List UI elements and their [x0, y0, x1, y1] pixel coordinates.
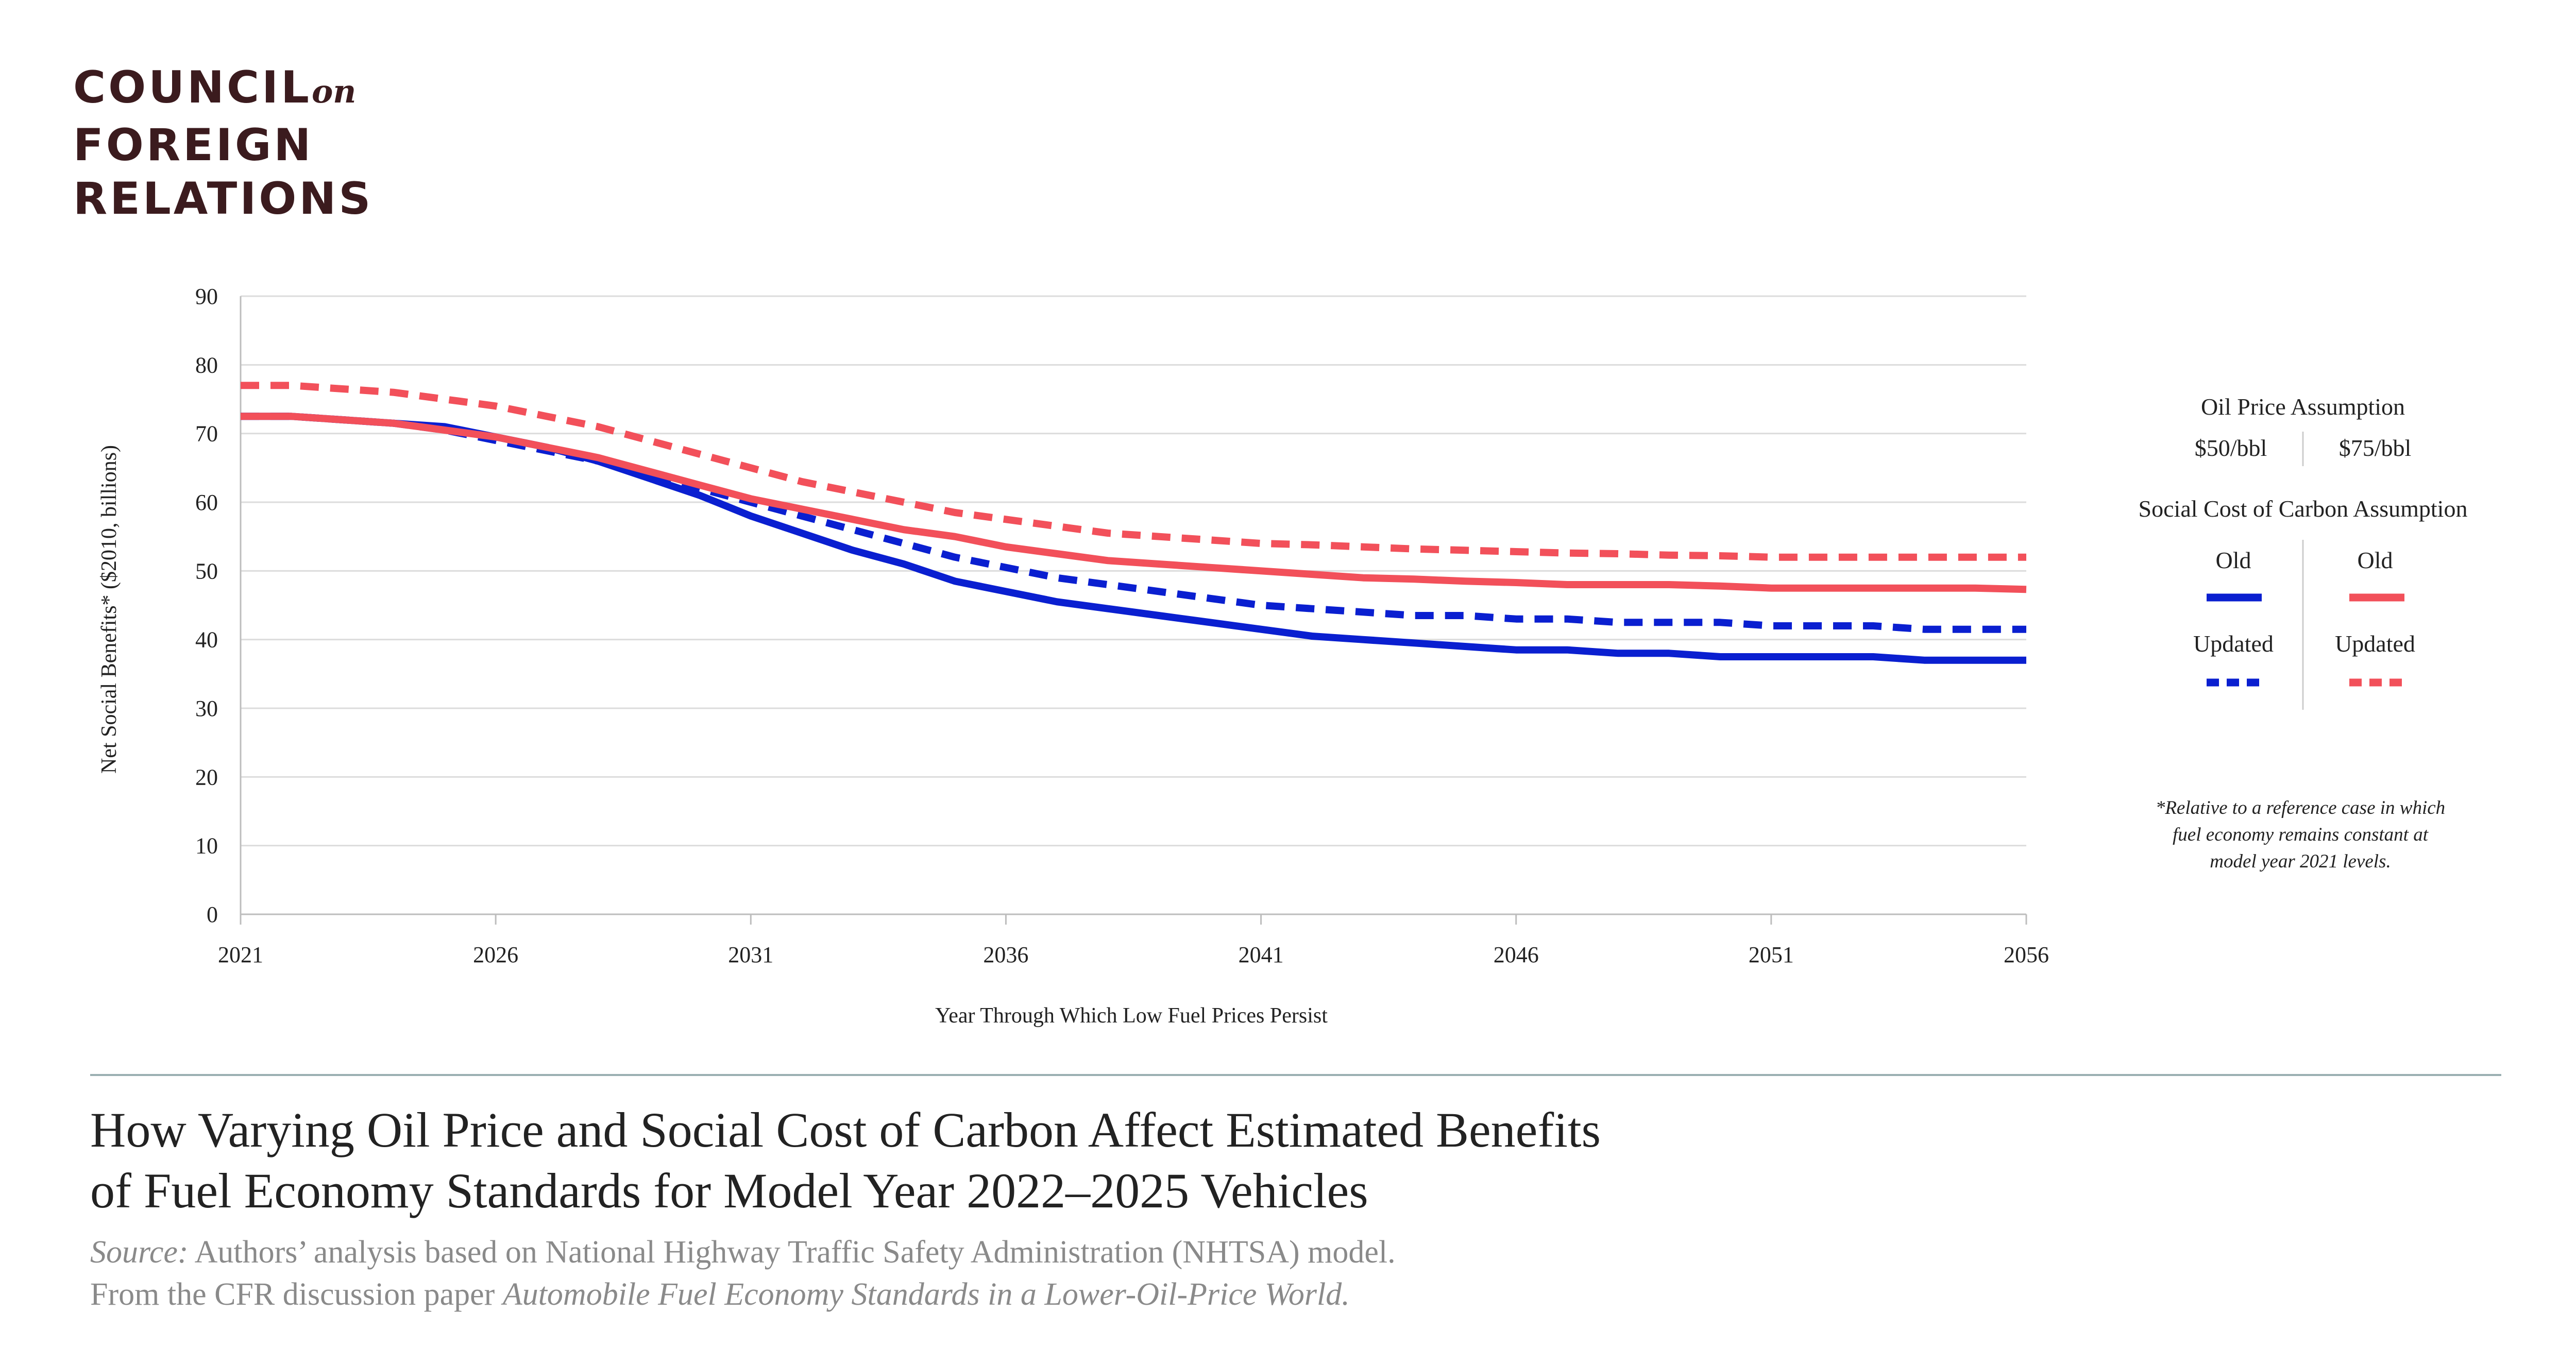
y-tick-50: 50 — [195, 558, 218, 584]
footnote-line1: *Relative to a reference case in which — [2156, 797, 2445, 818]
y-tick-70: 70 — [195, 421, 218, 447]
legend-scc-title: Social Cost of Carbon Assumption — [2139, 496, 2468, 522]
legend-oil-col2: $75/bbl — [2339, 435, 2412, 461]
footnote-line3: model year 2021 levels. — [2210, 851, 2391, 872]
logo-line1-suffix: on — [311, 73, 357, 110]
legend-updated-blue-label: Updated — [2193, 630, 2274, 657]
x-tick-2051: 2051 — [1749, 942, 1794, 967]
source-paper-title: Automobile Fuel Economy Standards in a L… — [502, 1277, 1350, 1312]
series-line-50-updated — [241, 413, 2026, 633]
y-tick-90: 90 — [195, 284, 218, 309]
legend-updated-red-label: Updated — [2335, 630, 2415, 657]
x-tick-labels: 2021 2026 2031 2036 2041 2046 2051 2056 — [218, 942, 2049, 967]
legend-oil-col1: $50/bbl — [2195, 435, 2267, 461]
y-tick-30: 30 — [195, 696, 218, 721]
series-line-75-updated — [241, 382, 2026, 561]
footnote: *Relative to a reference case in which f… — [2156, 797, 2445, 872]
x-tick-2046: 2046 — [1494, 942, 1539, 967]
legend-oil-title: Oil Price Assumption — [2201, 394, 2405, 420]
chart-title: How Varying Oil Price and Social Cost of… — [90, 1100, 2254, 1221]
y-tick-10: 10 — [195, 833, 218, 859]
y-axis-label: Net Social Benefits* ($2010, billions) — [97, 445, 121, 774]
footnote-line2: fuel economy remains constant at — [2173, 824, 2429, 845]
series-lines — [241, 382, 2027, 664]
line-chart: 0 10 20 30 40 50 60 70 80 90 2021 2026 2031 2036 2041… — [97, 284, 2468, 1028]
source-line2-prefix: From the CFR discussion paper — [90, 1277, 495, 1312]
logo-line3: RELATIONS — [73, 173, 374, 225]
x-tick-2056: 2056 — [2004, 942, 2049, 967]
grid-lines — [240, 295, 2027, 925]
source-note: Source: Authors’ analysis based on Natio… — [90, 1231, 2409, 1316]
logo-line1: COUNCIL — [73, 62, 312, 113]
legend: Oil Price Assumption $50/bbl $75/bbl Soc… — [2139, 394, 2468, 710]
chart-title-line1: How Varying Oil Price and Social Cost of… — [90, 1102, 1601, 1157]
y-tick-60: 60 — [195, 490, 218, 515]
x-tick-2021: 2021 — [218, 942, 263, 967]
x-tick-2036: 2036 — [983, 942, 1028, 967]
x-tick-2026: 2026 — [473, 942, 518, 967]
series-line-75-old — [241, 413, 2027, 593]
legend-old-blue-label: Old — [2216, 547, 2251, 573]
x-axis-label: Year Through Which Low Fuel Prices Persi… — [935, 1004, 1328, 1028]
chart-title-line2: of Fuel Economy Standards for Model Year… — [90, 1163, 1368, 1218]
divider-rule — [90, 1074, 2501, 1076]
logo-line2: FOREIGN — [73, 120, 314, 171]
y-tick-40: 40 — [195, 627, 218, 653]
source-text: Authors’ analysis based on National High… — [194, 1235, 1396, 1270]
y-tick-0: 0 — [207, 902, 218, 927]
source-label: Source: — [90, 1235, 189, 1270]
y-tick-labels: 0 10 20 30 40 50 60 70 80 90 — [195, 284, 218, 927]
y-tick-80: 80 — [195, 352, 218, 378]
x-tick-2031: 2031 — [728, 942, 773, 967]
legend-old-red-label: Old — [2358, 547, 2393, 573]
y-tick-20: 20 — [195, 764, 218, 790]
x-tick-2041: 2041 — [1239, 942, 1284, 967]
cfr-logo: COUNCILon FOREIGN RELATIONS — [73, 61, 373, 226]
